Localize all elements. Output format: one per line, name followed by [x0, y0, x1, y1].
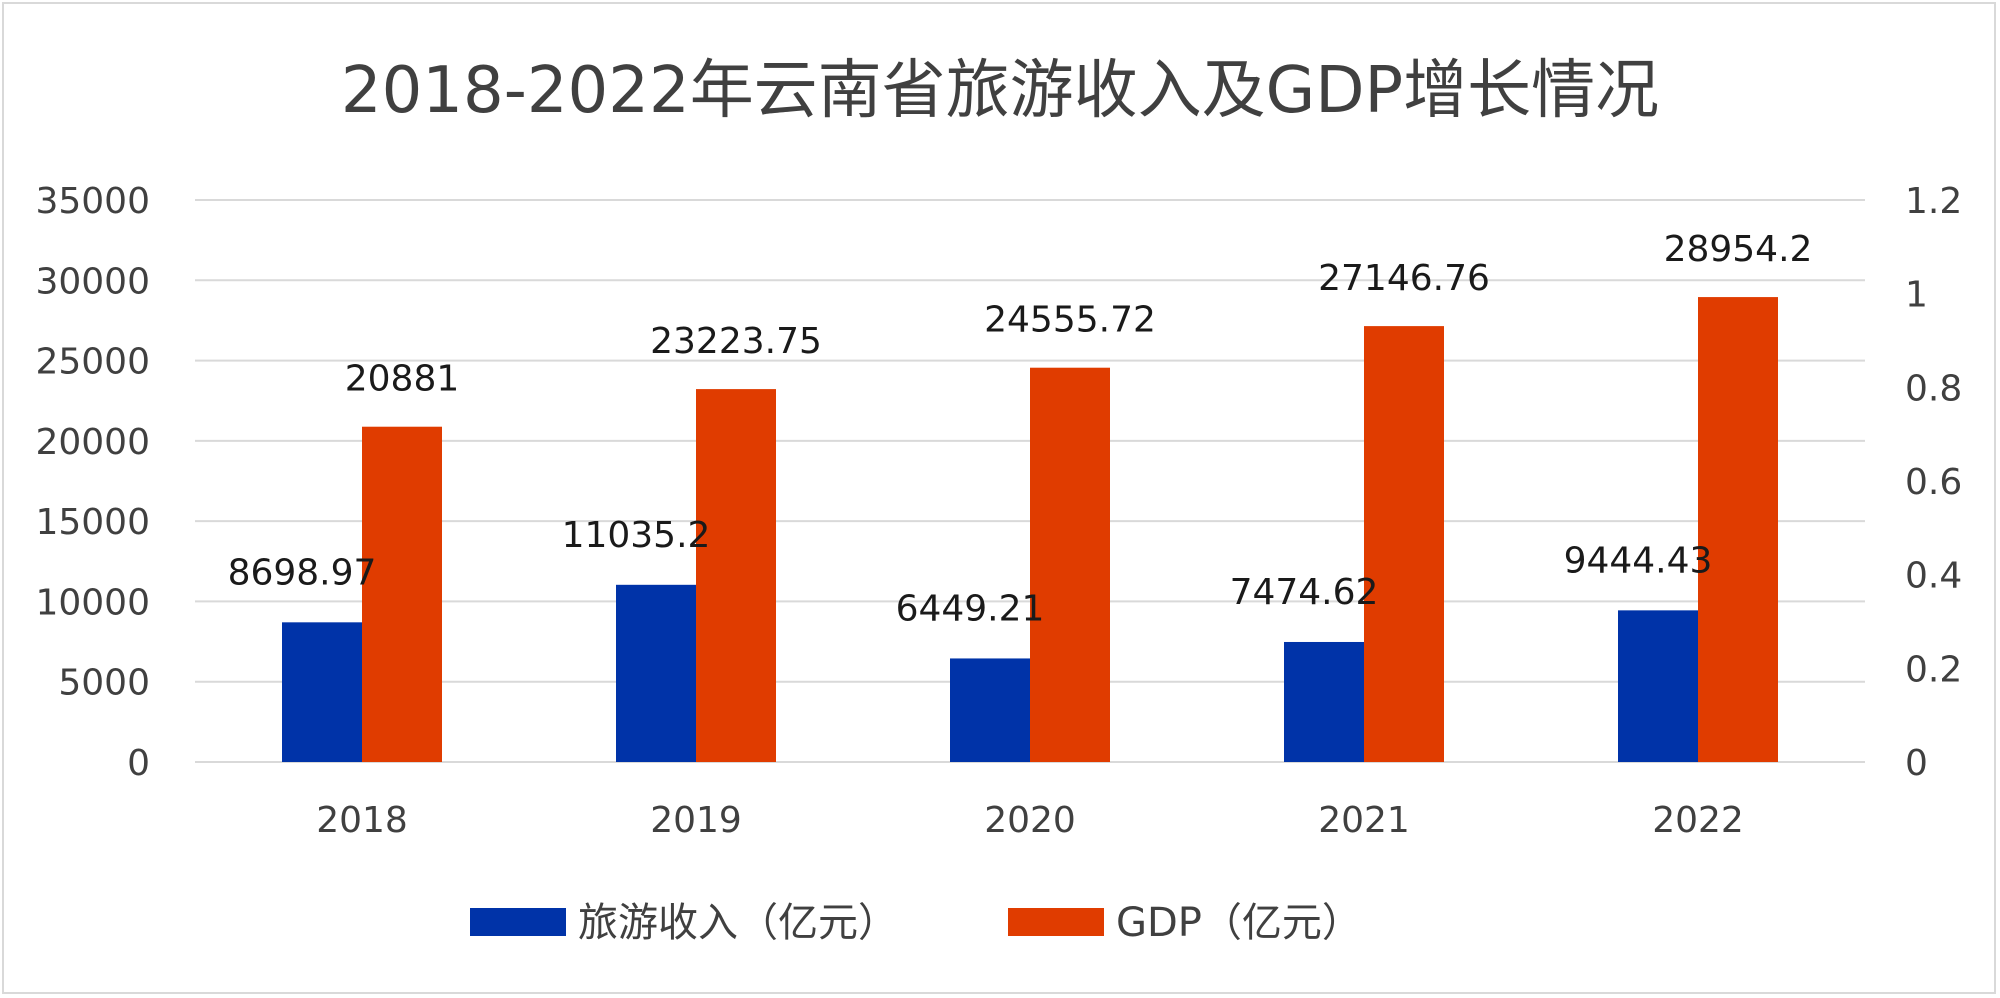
y2-tick-label: 0	[1905, 743, 1928, 784]
data-label: 24555.72	[984, 300, 1156, 341]
y2-tick-label: 1	[1905, 275, 1928, 316]
bar-tourism-income	[1284, 641, 1364, 762]
legend: 旅游收入（亿元） GDP（亿元）	[470, 900, 1362, 946]
x-tick-label: 2019	[650, 800, 742, 841]
bar-gdp	[362, 426, 442, 762]
data-label: 20881	[345, 359, 460, 400]
y-tick-label: 0	[127, 743, 150, 784]
x-tick-label: 2020	[984, 800, 1076, 841]
data-label: 11035.2	[562, 515, 711, 556]
legend-label: 旅游收入（亿元）	[578, 900, 898, 946]
data-label: 8698.97	[228, 552, 377, 593]
legend-swatch-gdp	[1008, 908, 1104, 936]
data-label: 9444.43	[1564, 540, 1713, 581]
legend-swatch-tourism-income	[470, 908, 566, 936]
bar-tourism-income	[282, 622, 362, 762]
data-label: 27146.76	[1318, 258, 1490, 299]
y2-tick-label: 1.2	[1905, 181, 1962, 222]
bar-gdp	[1030, 367, 1110, 762]
data-labels: 8698.97 20881 11035.2 23223.75 6449.21 24555.…	[228, 229, 1813, 629]
gridlines	[195, 199, 1865, 763]
y-tick-label: 30000	[35, 261, 150, 302]
bar-tourism-income	[616, 584, 696, 762]
x-tick-label: 2022	[1652, 800, 1744, 841]
x-tick-label: 2018	[316, 800, 408, 841]
data-label: 7474.62	[1230, 572, 1379, 613]
y-tick-label: 5000	[58, 663, 150, 704]
bar-gdp	[1364, 326, 1444, 762]
y2-tick-label: 0.4	[1905, 556, 1962, 597]
y-tick-label: 25000	[35, 342, 150, 383]
bar-tourism-income	[1618, 610, 1698, 762]
left-y-axis: 0 5000 10000 15000 20000 25000 30000 35000	[35, 181, 150, 784]
y2-tick-label: 0.8	[1905, 368, 1962, 409]
x-axis: 2018 2019 2020 2021 2022	[316, 800, 1744, 841]
data-label: 6449.21	[896, 588, 1045, 629]
y2-tick-label: 0.2	[1905, 649, 1962, 690]
y-tick-label: 35000	[35, 181, 150, 222]
x-tick-label: 2021	[1318, 800, 1410, 841]
bar-gdp	[1698, 297, 1778, 762]
bar-tourism-income	[950, 658, 1030, 762]
data-label: 23223.75	[650, 321, 822, 362]
y2-tick-label: 0.6	[1905, 462, 1962, 503]
data-label: 28954.2	[1664, 229, 1813, 270]
y-tick-label: 20000	[35, 422, 150, 463]
bar-gdp	[696, 389, 776, 762]
y-tick-label: 15000	[35, 502, 150, 543]
bars	[282, 297, 1778, 762]
right-y-axis: 0 0.2 0.4 0.6 0.8 1 1.2	[1905, 181, 1962, 784]
chart-title: 2018-2022年云南省旅游收入及GDP增长情况	[341, 54, 1659, 128]
legend-label: GDP（亿元）	[1116, 900, 1362, 946]
y-tick-label: 10000	[35, 582, 150, 623]
